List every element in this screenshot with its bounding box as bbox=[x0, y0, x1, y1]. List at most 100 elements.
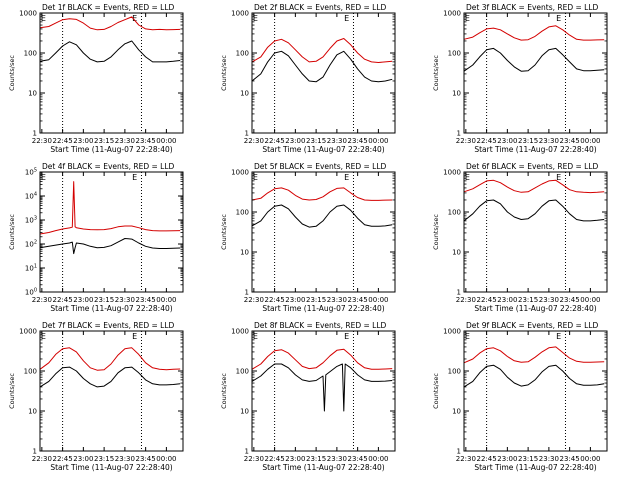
x-tick-label: 00:00 bbox=[368, 296, 388, 304]
event-marker: E bbox=[41, 173, 46, 182]
chart-title: Det 4f BLACK = Events, RED = LLD bbox=[42, 162, 175, 171]
x-tick-label: 00:00 bbox=[368, 137, 388, 145]
event-marker: E bbox=[344, 173, 349, 182]
x-axis-label: Start Time (11-Aug-07 22:28:40) bbox=[474, 304, 596, 313]
x-tick-label: 22:30 bbox=[244, 296, 264, 304]
series-line-events bbox=[463, 199, 605, 222]
x-tick-label: 23:45 bbox=[136, 296, 156, 304]
x-axis-label: Start Time (11-Aug-07 22:28:40) bbox=[50, 145, 172, 154]
x-tick-label: 23:45 bbox=[348, 137, 368, 145]
x-tick-label: 00:00 bbox=[368, 455, 388, 463]
x-tick-label: 22:45 bbox=[477, 137, 497, 145]
x-tick-label: 23:00 bbox=[285, 296, 305, 304]
y-axis-label: Counts/sec bbox=[432, 55, 440, 91]
x-tick-label: 00:00 bbox=[156, 455, 176, 463]
event-marker: E bbox=[556, 173, 561, 182]
chart-title: Det 6f BLACK = Events, RED = LLD bbox=[466, 162, 599, 171]
x-axis-label: Start Time (11-Aug-07 22:28:40) bbox=[50, 304, 172, 313]
x-tick-label: 22:45 bbox=[265, 137, 285, 145]
series-line-lld bbox=[251, 187, 393, 201]
x-tick-label: 23:45 bbox=[348, 455, 368, 463]
x-tick-label: 23:00 bbox=[497, 137, 517, 145]
y-tick-label: 10 bbox=[240, 249, 249, 257]
x-tick-label: 22:45 bbox=[53, 137, 73, 145]
x-tick-label: 23:15 bbox=[306, 455, 326, 463]
y-tick-label: 100 bbox=[236, 50, 249, 58]
x-tick-label: 23:15 bbox=[94, 137, 114, 145]
plot-frame bbox=[463, 171, 608, 293]
y-tick-label: 100 bbox=[448, 368, 461, 376]
plot-frame bbox=[463, 12, 608, 134]
x-tick-label: 22:30 bbox=[244, 137, 264, 145]
x-tick-label: 22:30 bbox=[456, 455, 476, 463]
series-line-lld bbox=[39, 181, 181, 235]
x-axis-label: Start Time (11-Aug-07 22:28:40) bbox=[262, 304, 384, 313]
series-line-lld bbox=[251, 348, 393, 370]
event-marker: E bbox=[253, 14, 258, 23]
series-line-lld bbox=[463, 179, 605, 194]
event-marker: E bbox=[132, 332, 137, 341]
y-tick-label: 100 bbox=[448, 50, 461, 58]
y-axis-label: Counts/sec bbox=[220, 373, 228, 409]
series-line-lld bbox=[39, 16, 181, 31]
y-tick-label: 1000 bbox=[19, 10, 37, 18]
x-axis-label: Start Time (11-Aug-07 22:28:40) bbox=[474, 463, 596, 472]
x-tick-label: 23:15 bbox=[306, 137, 326, 145]
series-line-events bbox=[39, 238, 181, 255]
x-axis-label: Start Time (11-Aug-07 22:28:40) bbox=[262, 145, 384, 154]
x-tick-label: 22:45 bbox=[53, 296, 73, 304]
y-tick-label: 10 bbox=[452, 249, 461, 257]
x-tick-label: 23:15 bbox=[306, 296, 326, 304]
x-tick-label: 23:00 bbox=[497, 455, 517, 463]
x-tick-label: 23:45 bbox=[348, 296, 368, 304]
series-line-events bbox=[463, 364, 605, 388]
y-axis-label: Counts/sec bbox=[220, 214, 228, 250]
event-marker: E bbox=[465, 14, 470, 23]
series-line-lld bbox=[39, 347, 181, 371]
chart-title: Det 7f BLACK = Events, RED = LLD bbox=[42, 321, 175, 330]
y-tick-label: 1 bbox=[33, 448, 37, 456]
x-tick-label: 23:30 bbox=[327, 455, 347, 463]
y-tick-label: 1 bbox=[245, 448, 249, 456]
x-tick-label: 23:45 bbox=[560, 296, 580, 304]
x-tick-label: 00:00 bbox=[156, 296, 176, 304]
event-marker: E bbox=[41, 332, 46, 341]
x-tick-label: 22:30 bbox=[456, 296, 476, 304]
x-tick-label: 00:00 bbox=[580, 137, 600, 145]
x-tick-label: 23:30 bbox=[539, 296, 559, 304]
x-tick-label: 23:00 bbox=[497, 296, 517, 304]
x-tick-label: 23:30 bbox=[115, 296, 135, 304]
y-tick-label: 1000 bbox=[443, 328, 461, 336]
y-tick-label: 10 bbox=[28, 90, 37, 98]
x-tick-label: 00:00 bbox=[580, 455, 600, 463]
x-axis-label: Start Time (11-Aug-07 22:28:40) bbox=[262, 463, 384, 472]
x-tick-label: 23:45 bbox=[136, 137, 156, 145]
x-tick-label: 23:30 bbox=[327, 137, 347, 145]
plot-frame bbox=[39, 330, 184, 452]
y-tick-label: 100 bbox=[24, 368, 37, 376]
y-tick-label: 1000 bbox=[443, 169, 461, 177]
chart-title: Det 1f BLACK = Events, RED = LLD bbox=[42, 3, 175, 12]
x-tick-label: 23:15 bbox=[518, 296, 538, 304]
x-tick-label: 23:15 bbox=[94, 455, 114, 463]
x-axis-label: Start Time (11-Aug-07 22:28:40) bbox=[474, 145, 596, 154]
x-tick-label: 22:30 bbox=[32, 296, 52, 304]
x-tick-label: 23:45 bbox=[560, 455, 580, 463]
y-tick-label: 100 bbox=[236, 209, 249, 217]
series-line-events bbox=[39, 366, 181, 388]
x-tick-label: 22:45 bbox=[477, 455, 497, 463]
x-tick-label: 22:30 bbox=[456, 137, 476, 145]
x-tick-label: 22:30 bbox=[32, 137, 52, 145]
y-tick-label: 1000 bbox=[231, 169, 249, 177]
chart-title: Det 5f BLACK = Events, RED = LLD bbox=[254, 162, 387, 171]
y-axis-label: Counts/sec bbox=[8, 373, 16, 409]
y-tick-label: 1 bbox=[457, 130, 461, 138]
y-tick-label: 100 bbox=[448, 209, 461, 217]
chart-title: Det 8f BLACK = Events, RED = LLD bbox=[254, 321, 387, 330]
x-tick-label: 23:15 bbox=[94, 296, 114, 304]
